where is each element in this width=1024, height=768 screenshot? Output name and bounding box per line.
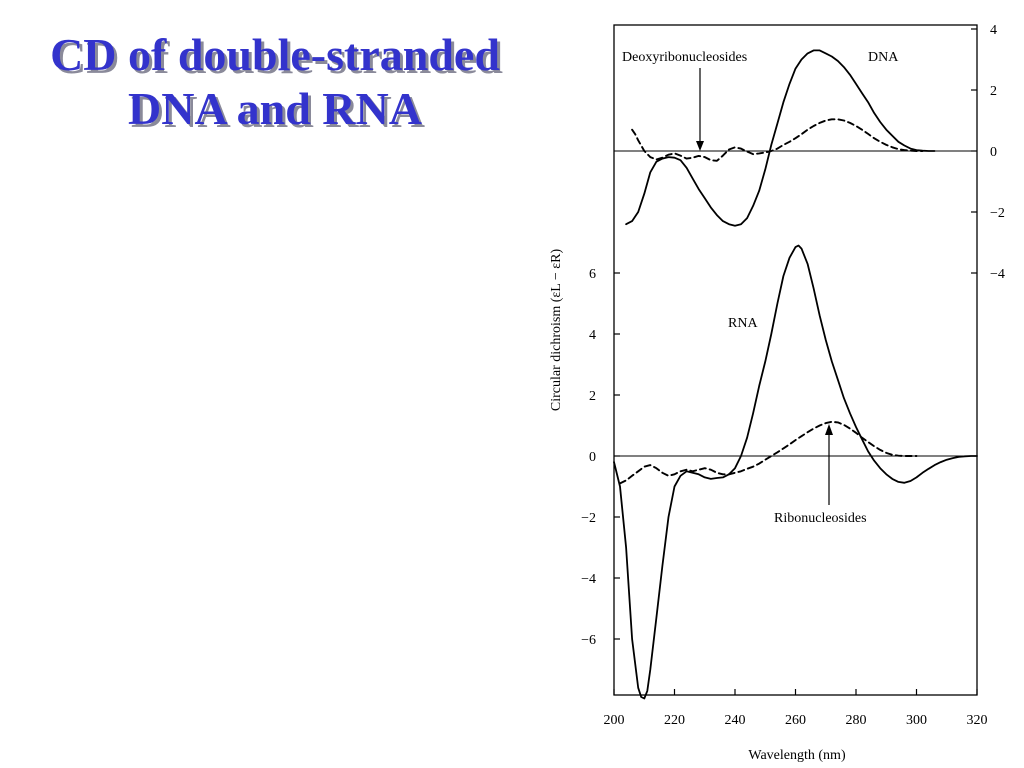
ribonucleosides-arrowhead <box>825 424 833 435</box>
upper-y-tick-label: 0 <box>990 145 997 160</box>
x-axis-label: Wavelength (nm) <box>748 748 846 763</box>
lower-y-tick-label: 2 <box>589 389 596 404</box>
rna-curve <box>613 244 978 700</box>
deoxyribonucleosides-arrowhead <box>696 141 704 151</box>
lower-y-tick-label: 4 <box>589 328 596 343</box>
deoxyribonucleosides-label: Deoxyribonucleosides <box>622 50 747 65</box>
y-axis-label: Circular dichroism (εL − εR) <box>549 249 564 412</box>
upper-y-tick-label: 2 <box>990 84 997 99</box>
x-tick-label: 320 <box>967 713 988 728</box>
x-tick-label: 200 <box>604 713 625 728</box>
rna-label: RNA <box>728 316 758 331</box>
lower-y-tick-label: −2 <box>581 511 596 526</box>
ribonucleosides-curve <box>619 420 918 485</box>
upper-y-tick-label: −4 <box>990 267 1005 282</box>
series-layer <box>613 49 978 700</box>
lower-y-tick-label: −6 <box>581 633 596 648</box>
lower-y-tick-label: 6 <box>589 267 596 282</box>
plot-frame <box>613 24 978 696</box>
x-tick-label: 280 <box>846 713 867 728</box>
lower-y-tick-label: −4 <box>581 572 596 587</box>
slide-title-line-1: CD of double-stranded <box>50 29 500 80</box>
dna-label: DNA <box>868 50 899 65</box>
slide-title: CD of double-stranded DNA and RNA <box>10 28 540 136</box>
dna-curve <box>625 49 936 227</box>
lower-y-tick-label: 0 <box>589 450 596 465</box>
x-tick-label: 260 <box>785 713 806 728</box>
x-tick-label: 300 <box>906 713 927 728</box>
x-tick-label: 240 <box>725 713 746 728</box>
upper-y-tick-label: −2 <box>990 206 1005 221</box>
slide-title-line-2: DNA and RNA <box>128 83 422 134</box>
x-tick-label: 220 <box>664 713 685 728</box>
deoxyribonucleosides-curve <box>631 118 924 162</box>
ribonucleosides-label: Ribonucleosides <box>774 511 867 526</box>
upper-y-tick-label: 4 <box>990 23 997 38</box>
axes-layer: 200 220 240 260 280 300 320 4 2 0 −2 −4 6 4 2 0 −2 −4 −6 <box>581 23 1005 728</box>
